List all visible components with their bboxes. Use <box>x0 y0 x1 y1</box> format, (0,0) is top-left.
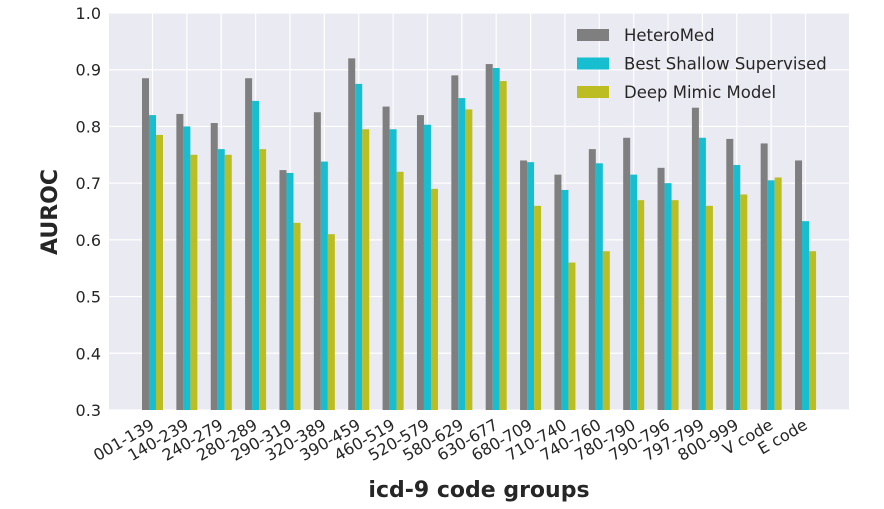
bar-best-shallow-supervised <box>698 137 706 410</box>
bar-deep-mimic-model <box>293 222 301 410</box>
bar-deep-mimic-model <box>602 251 610 410</box>
bar-best-shallow-supervised <box>149 115 156 410</box>
bar-heteromed <box>416 115 424 410</box>
legend-swatch <box>577 29 609 41</box>
bar-best-shallow-supervised <box>595 163 603 410</box>
bar-deep-mimic-model <box>671 200 679 410</box>
bar-deep-mimic-model <box>156 134 163 410</box>
bar-deep-mimic-model <box>534 205 542 410</box>
bar-deep-mimic-model <box>637 200 645 410</box>
bar-deep-mimic-model <box>568 262 576 410</box>
bar-deep-mimic-model <box>430 188 438 410</box>
y-axis-label: AUROC <box>38 169 63 255</box>
bar-heteromed <box>142 78 149 410</box>
legend-swatch <box>577 86 609 98</box>
bar-heteromed <box>348 58 356 410</box>
bar-best-shallow-supervised <box>733 164 741 410</box>
bar-deep-mimic-model <box>499 81 507 411</box>
bar-heteromed <box>657 167 665 410</box>
bar-heteromed <box>313 112 321 410</box>
bar-deep-mimic-model <box>465 109 473 411</box>
bar-heteromed <box>279 170 287 410</box>
bar-best-shallow-supervised <box>320 161 328 410</box>
bar-heteromed <box>382 106 390 410</box>
bar-heteromed <box>623 137 631 410</box>
bar-best-shallow-supervised <box>286 172 294 410</box>
bar-best-shallow-supervised <box>630 174 638 410</box>
bar-deep-mimic-model <box>190 154 198 410</box>
bar-best-shallow-supervised <box>183 126 191 410</box>
bar-deep-mimic-model <box>362 129 370 410</box>
bar-best-shallow-supervised <box>767 180 775 410</box>
legend: HeteroMed Best Shallow Supervised Deep Mim… <box>577 26 827 102</box>
bar-heteromed <box>176 113 184 411</box>
legend-label: Best Shallow Supervised <box>624 55 827 74</box>
y-tick-label: 0.7 <box>76 174 101 193</box>
y-tick-label: 1.0 <box>76 4 101 23</box>
bar-heteromed <box>554 174 562 410</box>
bar-best-shallow-supervised <box>527 162 535 410</box>
bar-best-shallow-supervised <box>389 129 397 410</box>
legend-label: Deep Mimic Model <box>624 83 776 102</box>
bar-best-shallow-supervised <box>492 68 500 411</box>
bar-deep-mimic-model <box>327 234 335 410</box>
bar-deep-mimic-model <box>396 171 404 410</box>
bar-best-shallow-supervised <box>561 189 569 410</box>
bar-deep-mimic-model <box>774 177 782 410</box>
bar-best-shallow-supervised <box>217 149 225 410</box>
bar-deep-mimic-model <box>259 149 267 410</box>
bar-best-shallow-supervised <box>423 124 431 410</box>
bar-best-shallow-supervised <box>458 98 466 411</box>
bar-heteromed <box>588 149 596 410</box>
legend-label: HeteroMed <box>624 26 715 45</box>
y-tick-label: 0.9 <box>76 61 101 80</box>
bar-heteromed <box>726 138 734 411</box>
y-tick-label: 0.4 <box>76 344 101 363</box>
bar-heteromed <box>451 75 459 410</box>
bar-deep-mimic-model <box>740 194 748 410</box>
legend-swatch <box>577 57 609 70</box>
bar-best-shallow-supervised <box>664 183 672 410</box>
bar-heteromed <box>485 64 493 411</box>
plot-area <box>109 13 849 410</box>
bar-best-shallow-supervised <box>802 221 810 410</box>
bar-deep-mimic-model <box>224 154 232 410</box>
bar-deep-mimic-model <box>809 251 817 410</box>
y-tick-label: 0.5 <box>76 288 101 307</box>
bar-best-shallow-supervised <box>252 100 260 411</box>
y-tick-label: 0.8 <box>76 117 101 136</box>
bar-heteromed <box>245 78 253 410</box>
x-axis-label: icd-9 code groups <box>368 478 589 503</box>
bar-heteromed <box>520 160 528 410</box>
bar-heteromed <box>210 123 218 411</box>
bar-heteromed <box>691 107 699 410</box>
bar-deep-mimic-model <box>705 205 713 410</box>
y-tick-label: 0.3 <box>76 401 101 420</box>
bar-heteromed <box>795 160 803 410</box>
y-tick-label: 0.6 <box>76 231 101 250</box>
bar-best-shallow-supervised <box>355 83 363 411</box>
bar-heteromed <box>760 143 768 410</box>
